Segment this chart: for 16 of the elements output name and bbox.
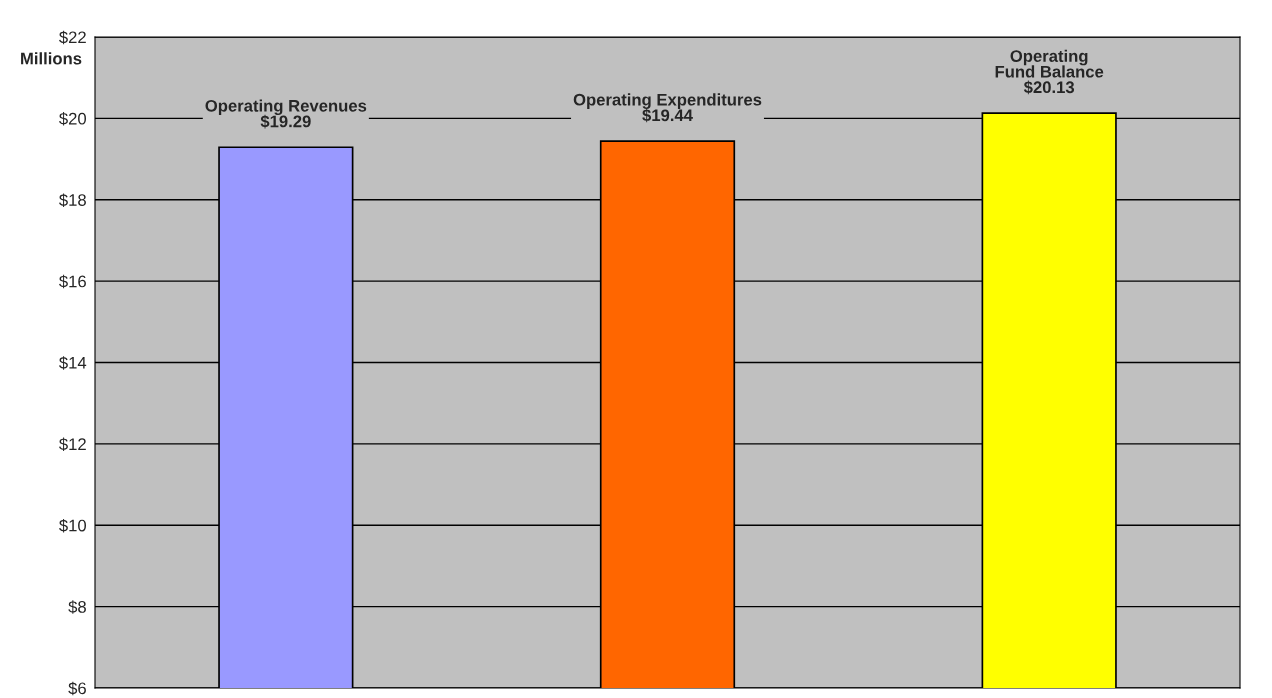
- data-label: $19.29: [260, 114, 311, 129]
- y-tick-label: $14: [59, 356, 87, 370]
- x-tick-label: Operating Expenditures: [573, 93, 762, 109]
- y-tick-label: $20: [59, 112, 87, 126]
- y-axis-title: Millions: [21, 52, 82, 65]
- y-tick-label: $10: [59, 518, 87, 533]
- data-label: $19.44: [642, 108, 693, 123]
- data-label: $20.13: [1023, 80, 1075, 95]
- x-tick-label: Operating Fund Balance: [995, 49, 1104, 78]
- y-tick-label: $6: [68, 681, 86, 696]
- y-tick-label: $18: [59, 193, 86, 207]
- y-tick-label: $12: [59, 437, 86, 452]
- y-tick-label: $22: [59, 30, 86, 45]
- x-tick-label: Operating Revenues: [205, 99, 367, 116]
- y-tick-label: $16: [59, 274, 86, 289]
- y-tick-label: $8: [68, 600, 86, 614]
